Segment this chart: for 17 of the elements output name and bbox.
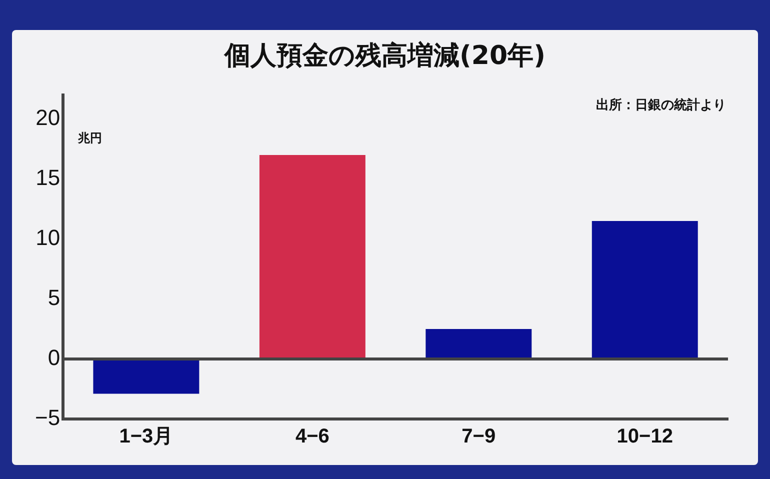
x-tick-label: 1−3月 (119, 426, 174, 448)
bar (426, 329, 532, 359)
y-tick-label: 10 (36, 225, 60, 250)
y-tick-label: 20 (36, 105, 60, 130)
y-tick-label: −5 (34, 405, 60, 430)
x-tick-label: 7−9 (462, 426, 496, 448)
y-tick-label: 15 (36, 165, 60, 190)
x-tick-label: 10−12 (616, 426, 673, 448)
x-tick-label: 4−6 (295, 426, 330, 448)
bar (259, 155, 366, 359)
bar (592, 221, 698, 359)
annotation: 出所：日銀の統計より (596, 96, 726, 114)
y-tick-label: 0 (48, 345, 60, 370)
chart-title: 個人預金の残高増減(20年) (222, 40, 546, 73)
bar (93, 359, 200, 394)
y-tick-label: 5 (48, 285, 60, 310)
y-axis-title: 兆円 (78, 130, 102, 147)
